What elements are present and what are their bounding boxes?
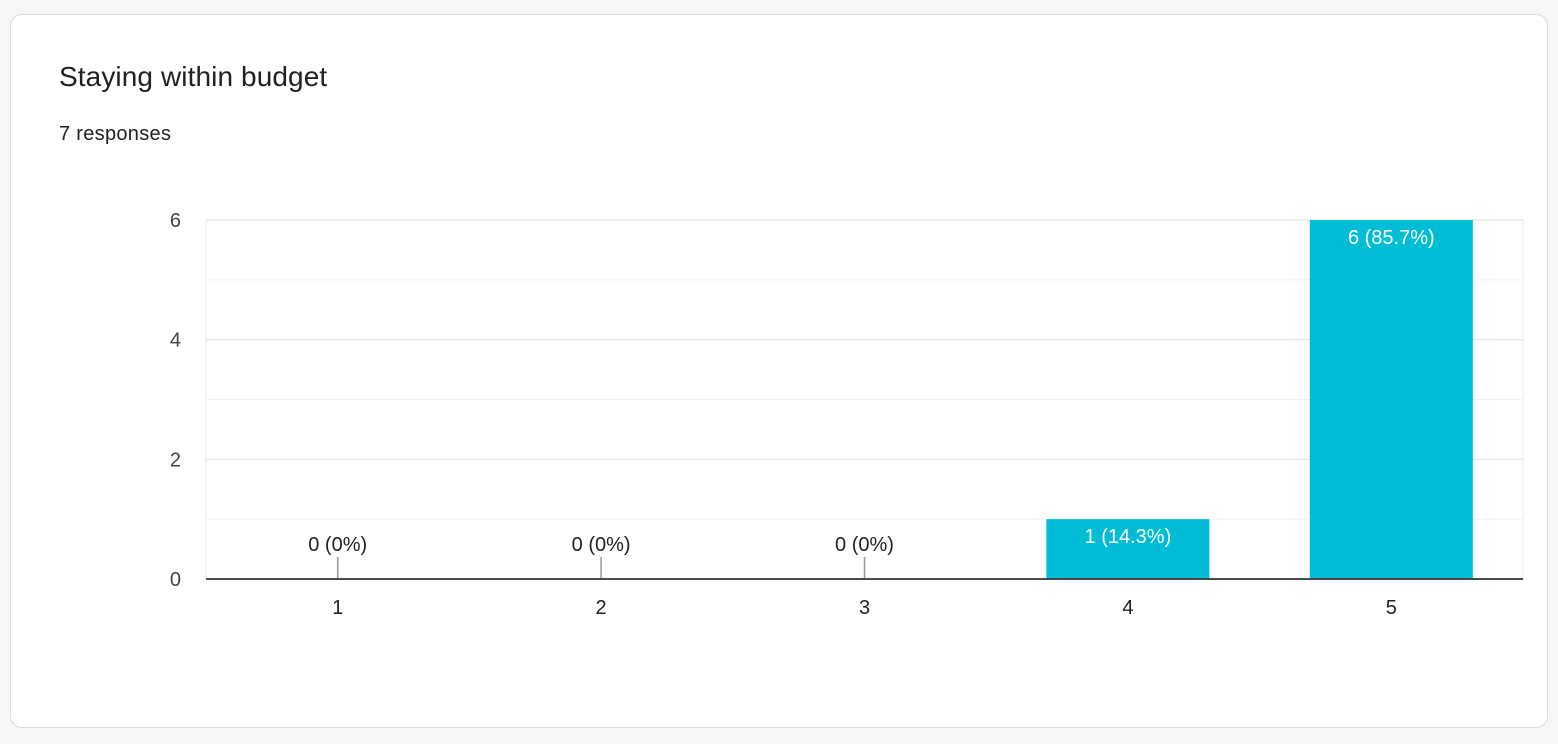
question-summary-card: Staying within budget 7 responses 0 2 4 6 1 2… bbox=[10, 14, 1548, 728]
axes: 0 2 4 6 1 2 3 4 5 bbox=[170, 210, 1523, 619]
response-count: 7 responses bbox=[59, 123, 172, 145]
x-tick-label: 1 bbox=[332, 597, 343, 619]
question-title: Staying within budget bbox=[59, 61, 328, 92]
data-label: 6 (85.7%) bbox=[1348, 227, 1435, 249]
bar[interactable] bbox=[1046, 519, 1210, 579]
data-label: 1 (14.3%) bbox=[1085, 526, 1172, 548]
x-tick-label: 3 bbox=[859, 597, 870, 619]
data-label: 0 (0%) bbox=[308, 534, 367, 556]
x-tick-label: 5 bbox=[1386, 597, 1397, 619]
bar[interactable] bbox=[1309, 220, 1473, 579]
data-label: 0 (0%) bbox=[572, 534, 631, 556]
y-tick-label: 2 bbox=[170, 449, 181, 471]
data-label: 0 (0%) bbox=[835, 534, 894, 556]
y-tick-label: 4 bbox=[170, 330, 181, 352]
bars bbox=[336, 220, 1473, 579]
bar-chart: 0 2 4 6 1 2 3 4 5 0 (0%) 0 (0%) 0 (0%) 1 (14.3%) 6 (… bbox=[170, 210, 1524, 619]
x-tick-label: 4 bbox=[1122, 597, 1133, 619]
gridlines bbox=[205, 219, 1524, 579]
data-labels: 0 (0%) 0 (0%) 0 (0%) 1 (14.3%) 6 (85.7%) bbox=[308, 227, 1434, 556]
y-tick-label: 0 bbox=[170, 569, 181, 591]
x-tick-label: 2 bbox=[596, 597, 607, 619]
y-tick-label: 6 bbox=[170, 210, 181, 232]
